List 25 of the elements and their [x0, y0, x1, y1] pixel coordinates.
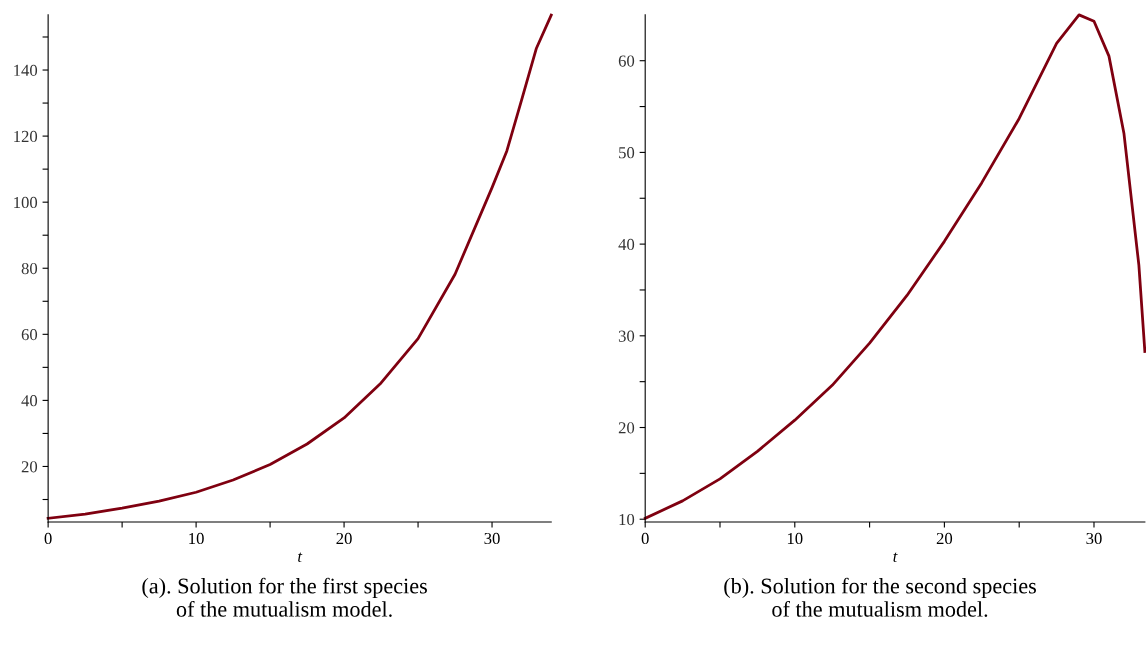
x-tick-label: 0: [44, 532, 52, 545]
x-axis-title: t: [893, 552, 898, 563]
text: (b). Solution for the second species of the mutualism model.: [724, 577, 1036, 617]
y-tick-label: 60: [21, 329, 38, 341]
y-tick-label: 50: [619, 147, 635, 159]
y-tick-label: 40: [21, 395, 38, 407]
y-tick-label: 60: [618, 55, 635, 67]
y-tick-label: 120: [14, 130, 38, 143]
y-tick-label: 80: [21, 262, 38, 275]
x-tick-label: 20: [336, 532, 352, 545]
x-tick-label: 10: [189, 532, 204, 545]
x-tick-label: 30: [484, 532, 500, 545]
text: (a). Solution for the first species of the mutualism model.: [142, 577, 427, 617]
y-tick-label: 30: [618, 330, 635, 342]
x-axis-title: t: [298, 552, 303, 563]
x-tick-label: 0: [641, 532, 649, 545]
y-tick-label: 10: [619, 513, 635, 526]
x-tick-label: 10: [787, 532, 803, 545]
x-tick-label: 30: [1086, 532, 1102, 545]
y-tick-label: 20: [618, 422, 635, 434]
y-tick-label: 40: [618, 238, 635, 251]
x-tick-label: 20: [936, 532, 953, 545]
y-tick-label: 20: [21, 461, 38, 473]
y-tick-label: 140: [14, 64, 38, 76]
y-tick-label: 100: [14, 196, 38, 209]
